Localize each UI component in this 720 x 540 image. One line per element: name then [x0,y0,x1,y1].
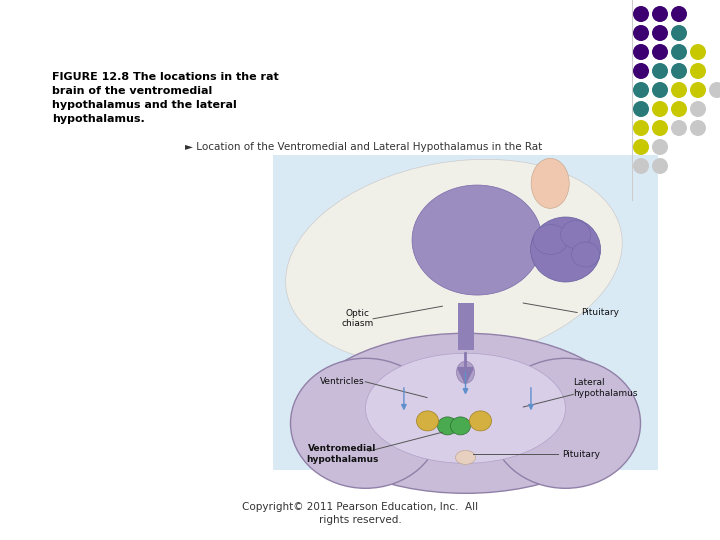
Ellipse shape [531,217,600,282]
Text: Copyright© 2011 Pearson Education, Inc.  All
rights reserved.: Copyright© 2011 Pearson Education, Inc. … [242,502,478,525]
Ellipse shape [561,220,590,248]
Ellipse shape [286,159,622,365]
Text: FIGURE 12.8 The locations in the rat
brain of the ventromedial
hypothalamus and : FIGURE 12.8 The locations in the rat bra… [52,72,279,124]
Text: Lateral
hypothalamus: Lateral hypothalamus [573,378,638,398]
Circle shape [633,120,649,136]
Circle shape [633,82,649,98]
Circle shape [633,101,649,117]
Bar [273,155,658,470]
Circle shape [652,139,668,155]
Circle shape [671,120,687,136]
Circle shape [690,101,706,117]
Circle shape [652,44,668,60]
Ellipse shape [412,185,542,295]
Text: Pituitary: Pituitary [581,308,619,317]
Circle shape [652,25,668,41]
Circle shape [690,82,706,98]
Ellipse shape [456,450,475,464]
Circle shape [652,101,668,117]
Ellipse shape [531,158,570,208]
Ellipse shape [438,417,457,435]
Circle shape [652,82,668,98]
Circle shape [690,63,706,79]
Circle shape [671,101,687,117]
Circle shape [652,120,668,136]
Ellipse shape [469,411,492,431]
Circle shape [633,63,649,79]
Circle shape [633,6,649,22]
Circle shape [633,158,649,174]
Circle shape [633,44,649,60]
Ellipse shape [366,353,565,463]
Circle shape [690,120,706,136]
Circle shape [671,82,687,98]
Circle shape [671,63,687,79]
Ellipse shape [416,411,438,431]
Ellipse shape [572,242,600,267]
Circle shape [671,6,687,22]
Circle shape [652,63,668,79]
Ellipse shape [305,333,626,494]
Circle shape [652,6,668,22]
FancyBboxPatch shape [457,303,474,350]
Text: ► Location of the Ventromedial and Lateral Hypothalamus in the Rat: ► Location of the Ventromedial and Later… [185,142,542,152]
Circle shape [690,44,706,60]
Circle shape [633,25,649,41]
Ellipse shape [290,359,441,488]
Ellipse shape [456,361,474,383]
Text: Pituitary: Pituitary [562,450,600,459]
Circle shape [671,25,687,41]
Circle shape [709,82,720,98]
Ellipse shape [490,359,641,488]
Ellipse shape [533,225,568,254]
Text: Ventromedial
hypothalamus: Ventromedial hypothalamus [306,444,379,464]
Circle shape [652,158,668,174]
Text: Optic
chiasm: Optic chiasm [341,309,374,328]
Text: Ventricles: Ventricles [320,377,364,386]
Circle shape [671,44,687,60]
Ellipse shape [451,417,470,435]
Circle shape [633,139,649,155]
